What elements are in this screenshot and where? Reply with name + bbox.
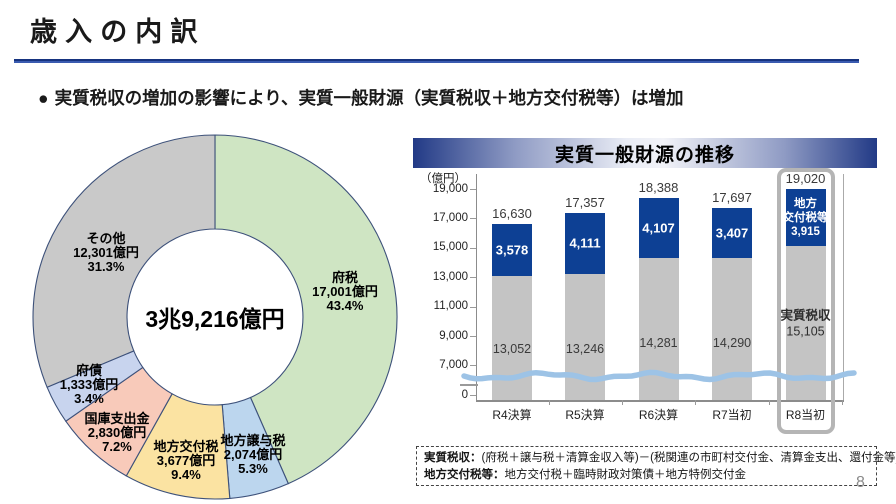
y-axis-unit-label: （億円）: [420, 173, 466, 185]
bar-chart-title-banner: 実質一般財源の推移: [413, 138, 877, 168]
bar-tax-R7当初: [712, 258, 752, 400]
segment-name: 地方交付税: [153, 438, 219, 454]
kofuzei-value-R4決算: 3,578: [495, 242, 529, 258]
kofuzei-value-R7当初: 3,407: [715, 225, 749, 241]
segment-amount: 2,074億円: [223, 446, 283, 462]
bar-kofuzei-R5決算: [565, 213, 605, 274]
kofuzei-value-R6決算: 4,107: [642, 220, 675, 236]
y-tick-mark-7000: [470, 365, 476, 367]
y-tick-mark-19000: [470, 189, 476, 190]
r8-highlight-box: [777, 168, 835, 434]
x-tick-R6決算: [695, 400, 696, 405]
segment-percent: 9.4%: [171, 467, 201, 483]
footnote-line-1: 実質税収：(府税＋譲与税＋清算金収入等)－(税関連の市町村交付金、清算金支出、還…: [424, 452, 896, 464]
total-label-R4決算: 16,630: [492, 205, 532, 221]
segment-name: 地方譲与税: [220, 432, 286, 448]
segment-amount: 12,301億円: [73, 244, 139, 260]
bar-tax-R6決算: [638, 258, 679, 400]
bar-kofuzei-R8当初: [785, 188, 826, 247]
tax-annotation-r8: 実質税収 15,105: [780, 308, 831, 338]
y-tick-label-13000: 13,000: [432, 270, 468, 283]
segment-percent: 43.4%: [326, 298, 364, 314]
x-tick-R7当初: [768, 400, 770, 405]
x-tick-R4決算: [548, 400, 550, 405]
y-tick-mark-15000: [470, 247, 476, 249]
bar-tax-R5決算: [565, 273, 605, 400]
kofuzei-value-R5決算: 4,111: [569, 235, 601, 251]
general-resources-bar-chart: 実質一般財源の推移 （億円） 19,000 17,000 15,000 13,000 1…: [412, 138, 878, 438]
footnote-box: 実質税収：(府税＋譲与税＋清算金収入等)－(税関連の市町村交付金、清算金支出、還…: [416, 446, 896, 486]
bar-kofuzei-R6決算: [638, 198, 679, 259]
segment-percent: 5.3%: [238, 461, 268, 477]
donut-center-total: 3兆9,216億円: [145, 306, 285, 332]
segment-name: その他: [86, 230, 126, 246]
segment-amount: 17,001億円: [312, 283, 378, 299]
y-tick-mark-11000: [470, 306, 476, 308]
donut-label-0: 府税 17,001億円 43.4%: [312, 269, 378, 314]
segment-percent: 7.2%: [102, 439, 132, 455]
x-axis-line: [476, 400, 844, 402]
segment-percent: 3.4%: [74, 391, 104, 407]
y-tick-mark-13000: [470, 277, 476, 279]
bar-kofuzei-R4決算: [492, 223, 532, 277]
donut-label-1: 地方譲与税 2,074億円 5.3%: [220, 432, 286, 477]
tax-value-R4決算: 13,052: [492, 342, 532, 356]
segment-amount: 3,677億円: [156, 452, 216, 468]
kofuzei-annotation-r8: 地方 交付税等 3,915: [782, 197, 829, 238]
y-tick-mark-17000: [470, 218, 476, 220]
page-number: 8: [856, 474, 865, 491]
bar-tax-R4決算: [492, 276, 532, 400]
tax-value-R5決算: 13,246: [565, 342, 605, 356]
segment-name: 府債: [75, 362, 103, 378]
donut-segment-5: [32, 134, 216, 388]
title-underline: [14, 59, 859, 63]
key-message: ● 実質税収の増加の影響により、実質一般財源（実質税収＋地方交付税等）は増加: [38, 85, 684, 110]
axis-break-mark: [460, 384, 478, 386]
y-tick-label-0: 0: [461, 389, 468, 401]
page-title: 歳入の内訳: [30, 17, 206, 47]
donut-label-4: 府債 1,333億円 3.4%: [59, 362, 119, 407]
segment-name: 府税: [331, 269, 359, 285]
tax-value-R6決算: 14,281: [639, 336, 678, 350]
donut-label-2: 地方交付税 3,677億円 9.4%: [153, 438, 219, 483]
x-label-R7当初: R7当初: [712, 408, 752, 422]
x-tick-R5決算: [621, 400, 623, 405]
x-label-R6決算: R6決算: [638, 408, 679, 422]
segment-percent: 31.3%: [87, 259, 125, 275]
donut-label-5: その他 12,301億円 31.3%: [73, 230, 139, 275]
y-tick-label-19000: 19,000: [432, 182, 468, 195]
segment-name: 国庫支出金: [84, 410, 150, 426]
tax-value-R7当初: 14,290: [712, 336, 752, 350]
donut-segment-0: [214, 134, 398, 485]
x-label-R4決算: R4決算: [492, 408, 532, 422]
total-label-R7当初: 17,697: [712, 190, 752, 206]
bullet-icon: ●: [38, 88, 49, 108]
segment-amount: 2,830億円: [87, 424, 147, 440]
bar-kofuzei-R7当初: [712, 208, 752, 259]
plot-right-border: [843, 174, 844, 400]
x-label-R8当初: R8当初: [785, 408, 826, 422]
key-message-text: 実質税収の増加の影響により、実質一般財源（実質税収＋地方交付税等）は増加: [54, 88, 684, 108]
revenue-donut-chart: 3兆9,216億円 府税 17,001億円 43.4% 地方譲与税 2,074億円…: [25, 128, 409, 504]
segment-amount: 1,333億円: [59, 376, 119, 392]
y-tick-label-15000: 15,000: [432, 241, 468, 254]
y-tick-mark-9000: [470, 336, 476, 337]
total-label-R8当初: 19,020: [785, 170, 826, 186]
y-tick-label-9000: 9,000: [439, 329, 468, 342]
donut-svg: [32, 134, 398, 500]
y-tick-label-7000: 7,000: [439, 358, 468, 371]
y-tick-label-17000: 17,000: [432, 211, 468, 224]
bar-chart-title: 実質一般財源の推移: [554, 144, 735, 166]
donut-label-3: 国庫支出金 2,830億円 7.2%: [84, 410, 150, 455]
x-tick-R8当初: [842, 400, 843, 405]
y-tick-mark-0: [470, 395, 476, 396]
total-label-R5決算: 17,357: [565, 195, 605, 211]
x-label-R5決算: R5決算: [565, 408, 605, 422]
total-label-R6決算: 18,388: [638, 180, 679, 195]
footnote-line-2: 地方交付税等：地方交付税＋臨時財政対策債＋地方特例交付金: [424, 468, 746, 481]
y-tick-label-11000: 11,000: [433, 300, 468, 313]
y-axis-line: [476, 174, 477, 400]
